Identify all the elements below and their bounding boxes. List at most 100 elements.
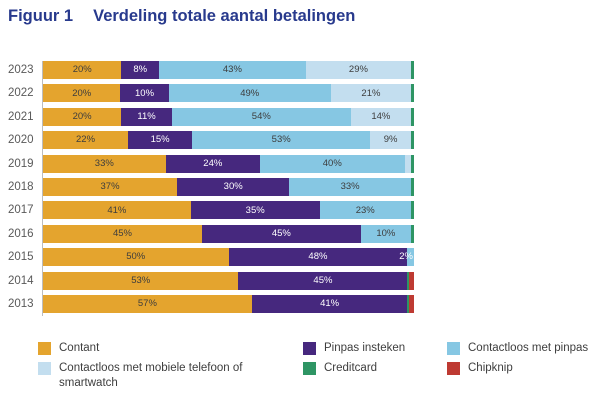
segment-contant: 20%: [43, 84, 121, 103]
segment-pinpas-insteken: 45%: [201, 224, 361, 243]
segment-contactloos-met-pinpas: 10%: [360, 224, 411, 243]
segment-contactloos-met-pinpas: 43%: [158, 61, 306, 79]
segment-contactloos-met-mobiele-telefoon-of-smartwatch: 14%: [350, 107, 412, 126]
segment-chipknip: [409, 271, 415, 290]
segment-value-label: 40%: [322, 157, 342, 169]
bar-row: 2015 50% 48% 2%: [8, 248, 592, 267]
segment-contant: 20%: [43, 107, 122, 126]
segment-value-label: 20%: [72, 111, 92, 123]
segment-value-label: 49%: [240, 87, 260, 99]
segment-contactloos-met-pinpas: 53%: [192, 131, 371, 150]
legend-swatch: [38, 362, 51, 376]
segment-value-label: 37%: [100, 181, 120, 193]
segment-contant: 57%: [43, 294, 252, 313]
segment-value-label: 15%: [150, 134, 170, 146]
segment-value-label: 24%: [203, 157, 223, 169]
segment-contant: 41%: [43, 201, 191, 220]
segment-creditcard: [410, 201, 414, 220]
legend-swatch: [303, 362, 316, 376]
year-label: 2018: [8, 180, 34, 193]
segment-value-label: 2%: [399, 251, 413, 263]
segment-value-label: 43%: [222, 64, 242, 76]
segment-contant: 50%: [43, 248, 229, 267]
segment-value-label: 14%: [371, 111, 391, 123]
legend-item-contactloos-met-mobiele-telefoon-of-smartwatch: Contactloos met mobiele telefoon of smar…: [38, 361, 278, 390]
segment-contactloos-met-pinpas: 40%: [259, 154, 405, 173]
segment-contactloos-met-pinpas: 49%: [168, 84, 331, 103]
segment-value-label: 22%: [76, 134, 96, 146]
stacked-bar: 53% 45%: [43, 271, 415, 290]
segment-contactloos-met-pinpas: 23%: [319, 201, 411, 220]
year-label: 2023: [8, 64, 34, 76]
segment-value-label: 30%: [223, 181, 243, 193]
segment-contactloos-met-mobiele-telefoon-of-smartwatch: [404, 154, 411, 173]
segment-contant: 53%: [43, 271, 239, 290]
figure-title-text: Verdeling totale aantal betalingen: [93, 7, 356, 25]
stacked-bar: 37% 30% 33%: [43, 177, 414, 196]
legend-item-contant: Contant: [38, 341, 278, 355]
legend-label: Contactloos met mobiele telefoon of smar…: [59, 362, 243, 389]
segment-value-label: 20%: [72, 64, 92, 76]
legend-column: Contant Contactloos met mobiele telefoon …: [38, 341, 278, 396]
legend-swatch: [38, 342, 51, 355]
year-label: 2015: [8, 251, 34, 264]
year-label: 2016: [8, 227, 34, 240]
bar-row: 2016 45% 45% 10%: [8, 224, 592, 243]
segment-value-label: 20%: [72, 87, 92, 99]
segment-value-label: 11%: [137, 111, 156, 123]
segment-creditcard: [410, 154, 414, 173]
segment-value-label: 33%: [340, 181, 360, 193]
legend-swatch: [447, 342, 460, 355]
year-label: 2022: [8, 87, 34, 100]
segment-value-label: 35%: [245, 204, 265, 216]
legend-label: Contant: [59, 342, 100, 354]
year-label: 2014: [8, 274, 34, 287]
bar-row: 2021 20% 11% 54% 14%: [8, 107, 592, 126]
segment-value-label: 48%: [308, 251, 328, 263]
bar-row: 2014 53% 45%: [8, 271, 592, 290]
segment-contant: 45%: [43, 224, 202, 243]
segment-pinpas-insteken: 11%: [121, 107, 172, 126]
segment-creditcard: [411, 107, 414, 126]
legend: Contant Contactloos met mobiele telefoon …: [0, 341, 600, 397]
segment-creditcard: [411, 61, 414, 79]
bar-row: 2018 37% 30% 33%: [8, 177, 592, 196]
segment-value-label: 21%: [361, 87, 381, 99]
segment-creditcard: [411, 84, 415, 103]
legend-column: Pinpas insteken Creditcard: [303, 341, 438, 382]
legend-label: Contactloos met pinpas: [468, 342, 589, 354]
segment-contactloos-met-mobiele-telefoon-of-smartwatch: 21%: [330, 84, 412, 103]
segment-chipknip: [409, 294, 415, 313]
year-label: 2019: [8, 157, 34, 170]
segment-pinpas-insteken: 48%: [228, 248, 408, 267]
segment-value-label: 9%: [383, 134, 398, 146]
segment-pinpas-insteken: 35%: [190, 201, 320, 220]
segment-creditcard: [407, 271, 410, 290]
stacked-bar: 20% 10% 49% 21%: [43, 84, 415, 103]
segment-pinpas-insteken: 45%: [238, 271, 408, 290]
bar-row: 2019 33% 24% 40%: [8, 154, 592, 173]
stacked-bar: 33% 24% 40%: [43, 154, 414, 173]
legend-swatch: [303, 342, 316, 355]
segment-contant: 20%: [43, 61, 122, 79]
segment-value-label: 53%: [131, 274, 151, 286]
legend-label: Chipknip: [468, 362, 513, 375]
segment-contactloos-met-pinpas: 33%: [289, 177, 411, 196]
segment-contactloos-met-mobiele-telefoon-of-smartwatch: 29%: [305, 61, 412, 79]
figure-title: Figuur 1 Verdeling totale aantal betaling…: [8, 7, 355, 26]
segment-value-label: 50%: [126, 251, 146, 263]
figure-number: Figuur 1: [8, 7, 74, 25]
segment-creditcard: [410, 224, 414, 243]
legend-column: Contactloos met pinpas Chipknip: [447, 341, 597, 382]
stacked-bar: 45% 45% 10%: [43, 224, 414, 243]
segment-pinpas-insteken: 30%: [177, 177, 290, 196]
segment-value-label: 10%: [376, 227, 396, 239]
stacked-bar: 50% 48% 2%: [43, 248, 414, 267]
year-label: 2017: [8, 204, 34, 217]
segment-pinpas-insteken: 10%: [120, 84, 169, 103]
segment-value-label: 10%: [135, 87, 155, 99]
bar-row: 2020 22% 15% 53% 9%: [8, 131, 592, 150]
segment-creditcard: [410, 177, 414, 196]
segment-contant: 33%: [43, 154, 166, 173]
